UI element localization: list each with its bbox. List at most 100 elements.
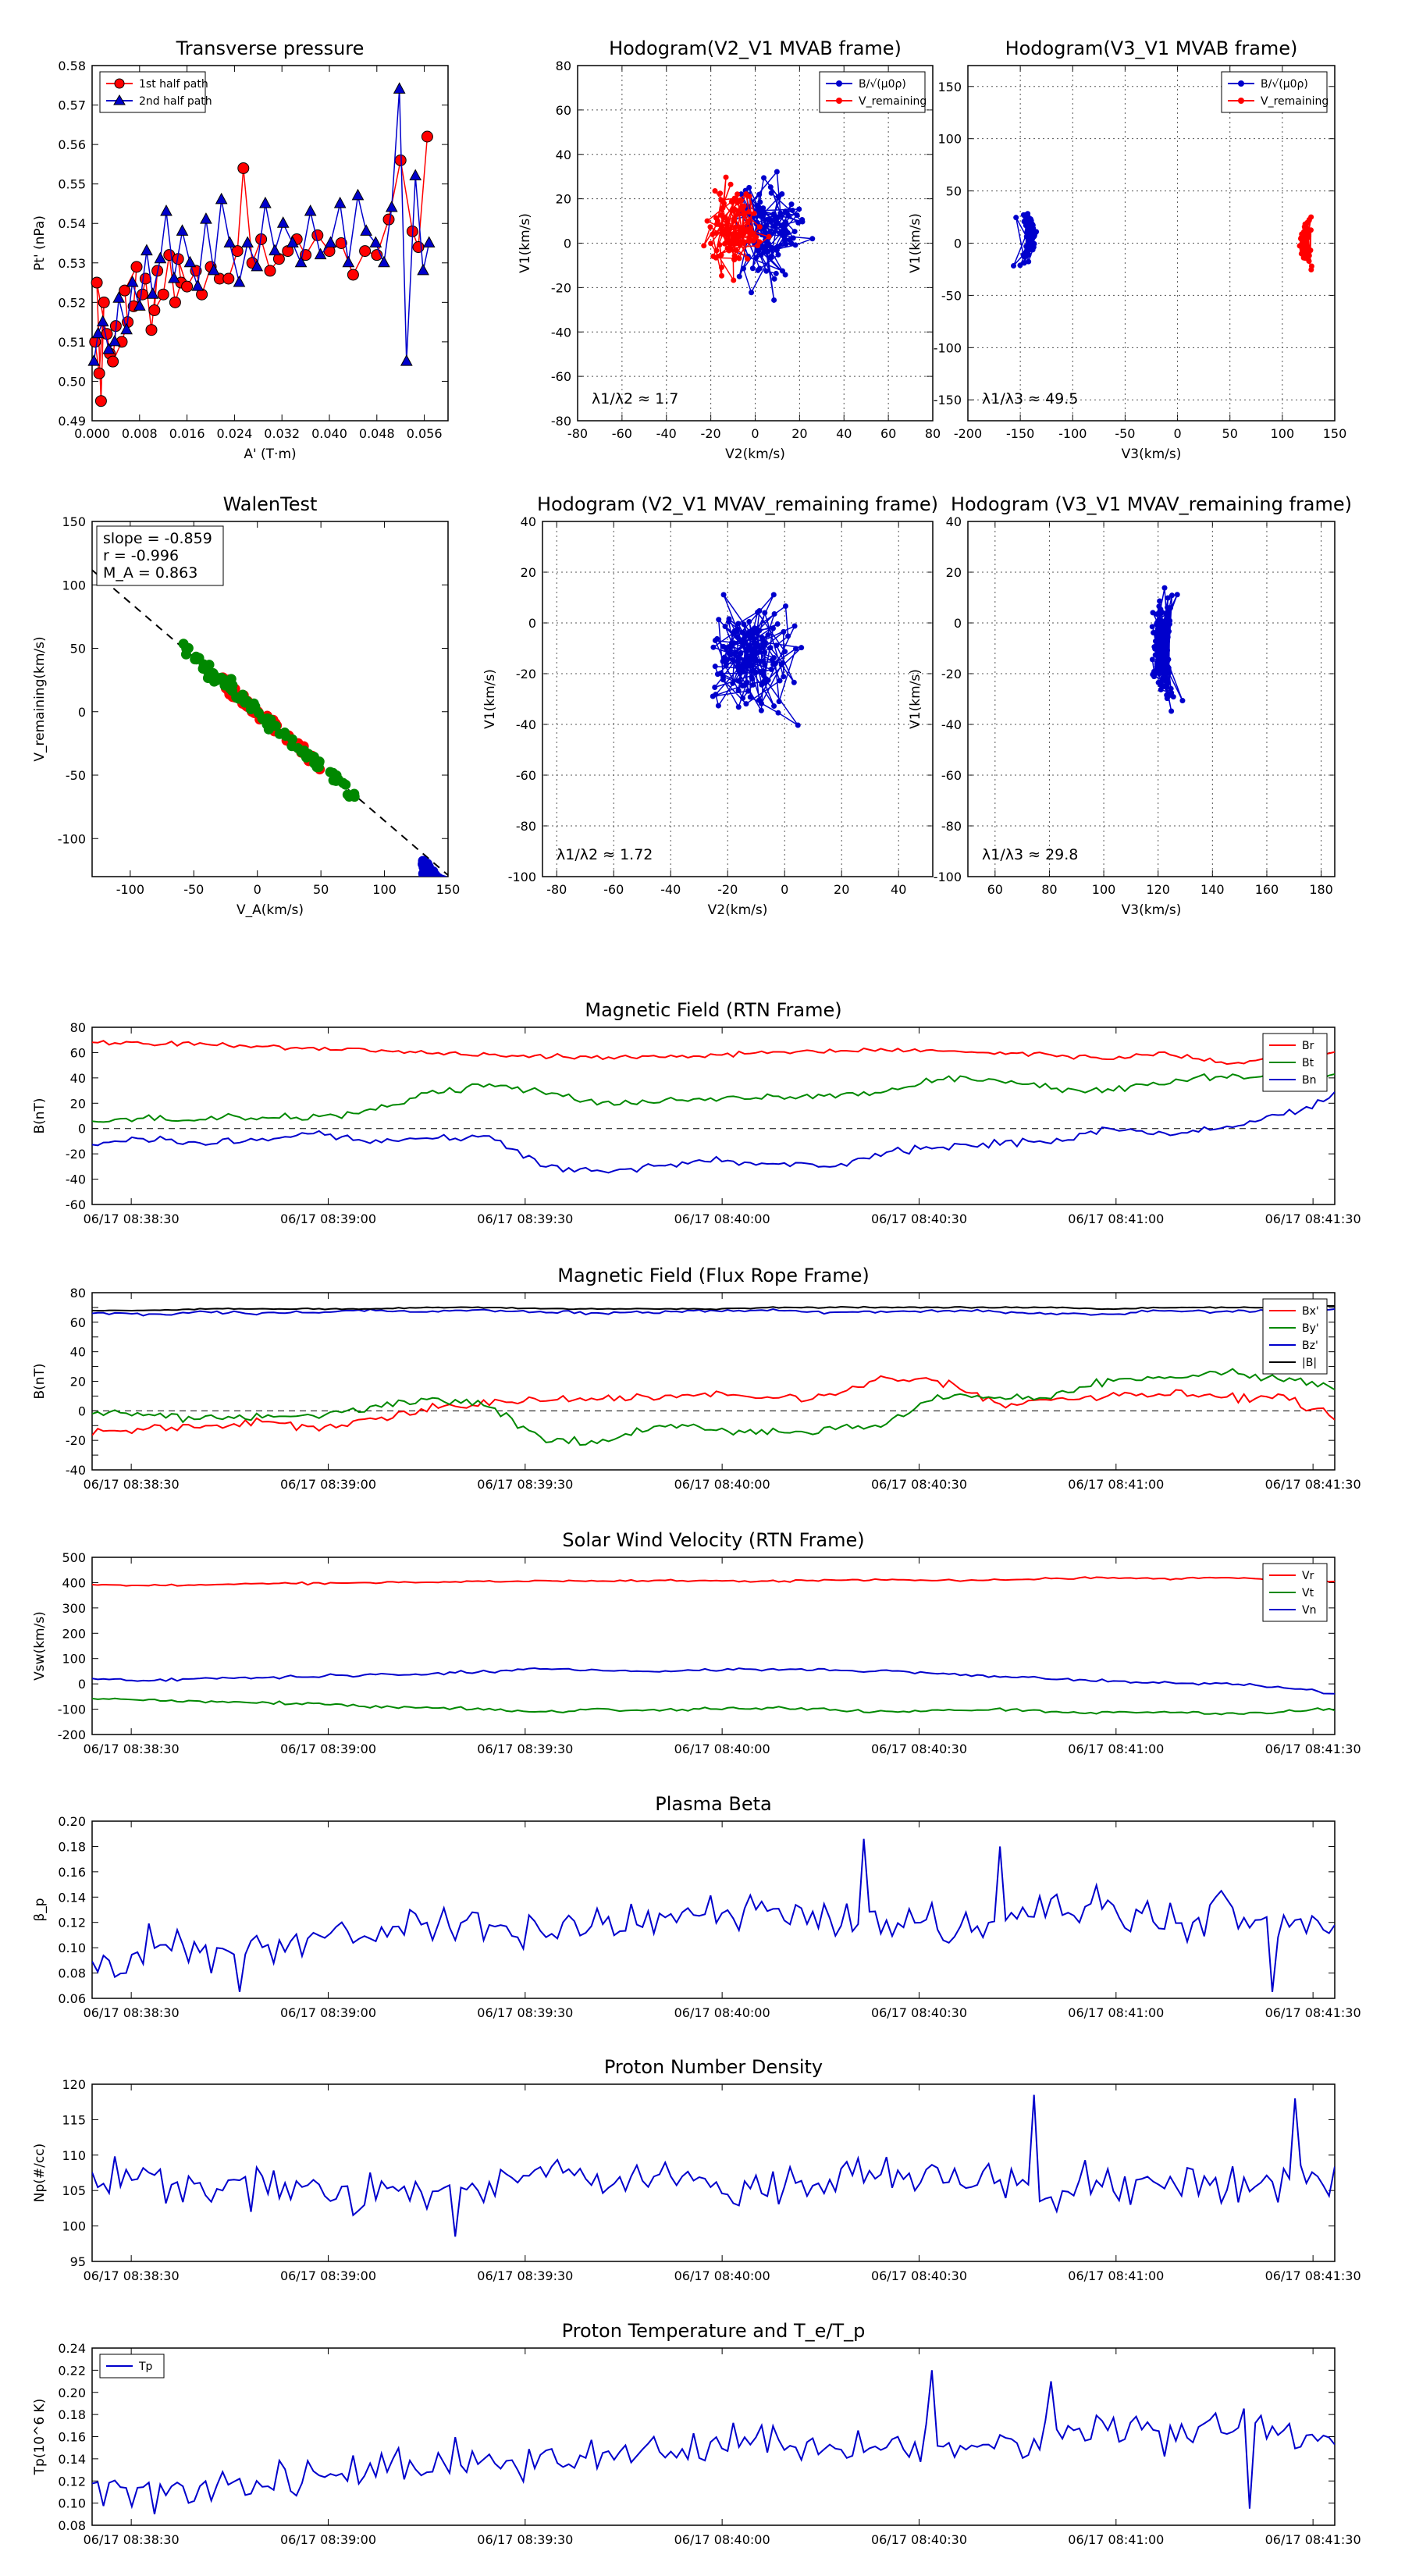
x-tick-label: 06/17 08:38:30 <box>84 1477 180 1492</box>
series-Vt <box>92 1697 1335 1716</box>
plot-frame <box>91 521 449 877</box>
data-point <box>1157 598 1163 604</box>
data-point <box>1168 592 1175 599</box>
data-point <box>774 642 780 649</box>
data-point <box>276 216 290 228</box>
legend: B/√(μ0ρ) V_remaining <box>819 71 927 113</box>
legend-marker <box>114 78 125 89</box>
data-point <box>795 722 801 728</box>
chart-title: Transverse pressure <box>176 37 365 59</box>
data-point <box>382 213 395 226</box>
x-tick-label: 50 <box>313 882 329 897</box>
chart-title: Hodogram (V3_V1 MVAV_remaining frame) <box>951 493 1352 515</box>
x-tick-label: -100 <box>116 882 144 897</box>
data-point <box>792 242 799 248</box>
data-point <box>181 280 194 293</box>
data-point <box>264 265 276 277</box>
data-point <box>771 610 777 617</box>
data-point <box>1154 664 1160 670</box>
y-tick-label: 50 <box>70 642 86 656</box>
data-point <box>1030 241 1037 247</box>
x-tick-label: 40 <box>891 882 906 897</box>
x-tick-label: 06/17 08:40:30 <box>871 2005 967 2020</box>
x-tick-label: 150 <box>1323 426 1347 441</box>
legend-label: V_remaining <box>859 95 927 108</box>
x-tick-label: -50 <box>183 882 204 897</box>
series-line <box>92 1838 1335 1993</box>
x-tick-label: -20 <box>717 882 738 897</box>
data-point <box>701 243 707 249</box>
data-point <box>304 205 317 216</box>
y-tick-label: 0 <box>528 616 536 631</box>
y-tick-label: 100 <box>62 578 86 592</box>
walen-stats-box <box>96 525 224 586</box>
y-tick-label: 0.52 <box>58 295 86 310</box>
x-tick-label: 180 <box>1309 882 1333 897</box>
legend-marker <box>1238 98 1244 104</box>
x-tick-label: 06/17 08:39:30 <box>477 2532 573 2547</box>
series-line <box>92 2094 1335 2237</box>
series-line <box>92 1368 1335 1446</box>
y-tick-label: 0.12 <box>58 2474 86 2489</box>
x-tick-label: 06/17 08:39:00 <box>280 1212 376 1226</box>
series-B <box>92 1304 1335 1312</box>
x-axis-label: V2(km/s) <box>725 447 785 462</box>
series-Tp <box>92 2370 1335 2515</box>
x-tick-label: 06/17 08:41:00 <box>1068 2005 1164 2020</box>
walen-point <box>197 664 208 674</box>
data-point <box>1306 217 1312 223</box>
data-point <box>1161 585 1168 591</box>
y-tick-label: 40 <box>521 514 536 529</box>
data-point <box>745 688 751 694</box>
walen-point <box>227 685 238 696</box>
walen-point <box>262 717 273 728</box>
plot-frame <box>967 65 1336 422</box>
plot-frame <box>91 2347 1336 2526</box>
data-point <box>760 668 767 674</box>
data-point <box>726 230 732 237</box>
y-tick-label: 0.10 <box>58 2496 86 2511</box>
y-tick-label: 0.56 <box>58 137 86 152</box>
data-point <box>770 625 776 632</box>
data-point <box>385 200 398 212</box>
x-tick-label: 100 <box>1092 882 1116 897</box>
data-point <box>108 334 121 347</box>
series-line <box>92 1308 1335 1317</box>
data-point <box>724 219 730 226</box>
y-tick-label: 0.20 <box>58 1814 86 1829</box>
data-point <box>1165 616 1171 622</box>
chart-title: Hodogram(V3_V1 MVAB frame) <box>1005 37 1298 59</box>
x-tick-label: 50 <box>1222 426 1238 441</box>
data-point <box>1159 610 1165 616</box>
y-tick-label: 0.16 <box>58 1865 86 1880</box>
data-point <box>393 82 406 94</box>
series-line <box>92 1576 1335 1587</box>
data-point <box>1023 212 1029 218</box>
data-point <box>727 181 734 187</box>
data-point <box>741 203 747 209</box>
data-point <box>799 645 805 651</box>
chart-title: Proton Number Density <box>604 2056 823 2078</box>
data-point <box>130 261 143 273</box>
data-point <box>200 212 212 224</box>
data-point <box>777 230 783 237</box>
data-point <box>207 263 220 276</box>
y-axis-label: V1(km/s) <box>482 669 498 729</box>
x-tick-label: 60 <box>880 426 896 441</box>
series-Bz <box>92 1308 1335 1317</box>
x-tick-label: 06/17 08:39:00 <box>280 2268 376 2283</box>
x-tick-label: 06/17 08:40:30 <box>871 2268 967 2283</box>
data-point <box>719 205 725 212</box>
data-point <box>758 707 764 713</box>
plot-frame <box>91 1820 1336 1999</box>
eigenvalue-ratio: λ1/λ2 ≈ 1.72 <box>557 846 653 863</box>
x-tick-label: 100 <box>372 882 397 897</box>
walen-marks <box>92 569 448 877</box>
y-tick-label: 0.24 <box>58 2341 86 2356</box>
data-point <box>126 276 139 287</box>
data-point <box>148 304 161 316</box>
y-tick-label: 150 <box>937 80 962 94</box>
x-tick-label: 06/17 08:40:30 <box>871 1212 967 1226</box>
data-point <box>756 191 763 197</box>
y-tick-label: 0.08 <box>58 2518 86 2533</box>
